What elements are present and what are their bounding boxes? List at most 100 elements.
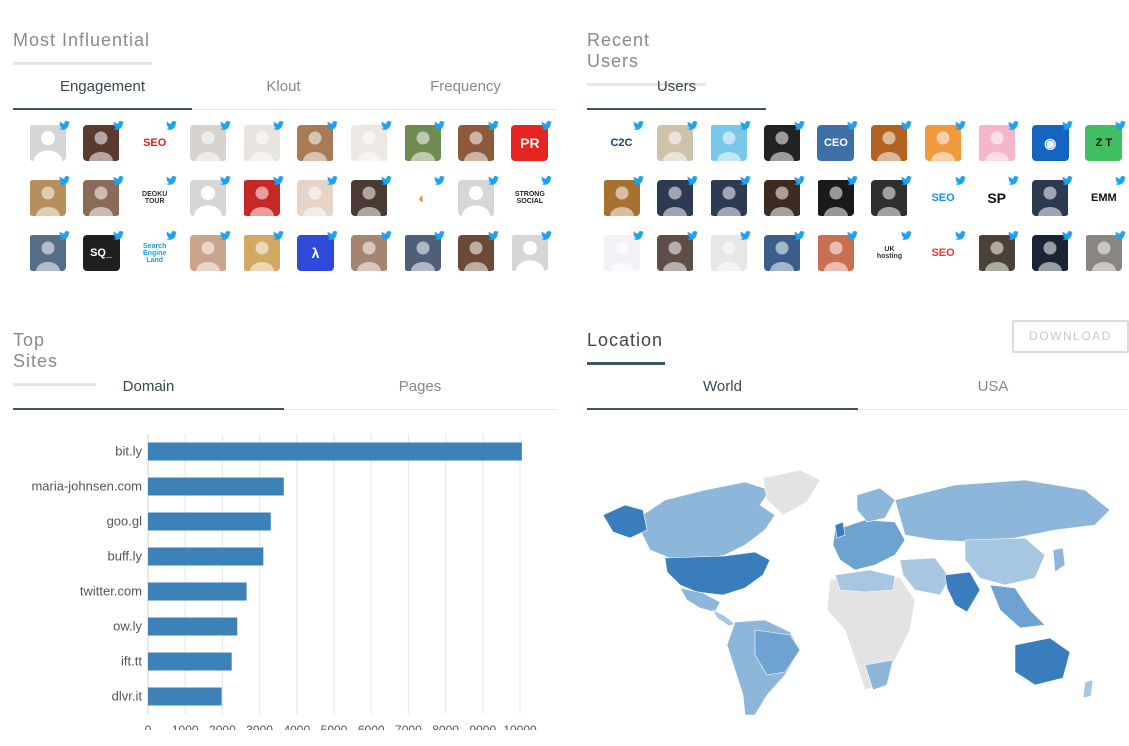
- avatar[interactable]: C2C: [603, 121, 644, 161]
- bar[interactable]: [148, 442, 522, 461]
- bar[interactable]: [148, 547, 264, 566]
- avatar[interactable]: [297, 176, 338, 216]
- avatar[interactable]: SQ_: [82, 231, 124, 271]
- map-region-scandinavia[interactable]: [856, 487, 896, 523]
- avatar[interactable]: λ: [296, 231, 338, 271]
- twitter-icon: [954, 176, 966, 185]
- avatar[interactable]: [190, 121, 231, 161]
- avatar[interactable]: [297, 121, 338, 161]
- avatar[interactable]: [1032, 176, 1073, 216]
- avatar[interactable]: SEO: [924, 176, 966, 216]
- avatar[interactable]: [243, 176, 285, 216]
- map-region-brazil[interactable]: [754, 629, 801, 676]
- map-region-usa[interactable]: [664, 551, 771, 596]
- avatar[interactable]: [1032, 231, 1073, 271]
- map-region-greenland[interactable]: [762, 469, 821, 516]
- avatar[interactable]: [458, 231, 499, 271]
- avatar[interactable]: [657, 121, 698, 161]
- bar[interactable]: [148, 477, 284, 496]
- avatar[interactable]: [764, 121, 805, 161]
- avatar[interactable]: [404, 231, 446, 271]
- map-region-china[interactable]: [964, 537, 1046, 586]
- avatar[interactable]: ◐: [404, 176, 446, 216]
- avatar[interactable]: [603, 231, 644, 271]
- map-region-japan[interactable]: [1052, 547, 1066, 573]
- avatar[interactable]: [978, 121, 1020, 161]
- map-region-uk[interactable]: [834, 521, 846, 539]
- avatar[interactable]: [351, 121, 392, 161]
- avatar[interactable]: [29, 231, 70, 271]
- map-region-alaska[interactable]: [602, 504, 648, 539]
- avatar[interactable]: [29, 121, 70, 161]
- default-avatar: [29, 125, 66, 161]
- map-region-russia[interactable]: [894, 479, 1111, 543]
- tab-frequency[interactable]: Frequency: [430, 78, 501, 95]
- avatar[interactable]: [603, 176, 644, 216]
- avatar[interactable]: [351, 176, 392, 216]
- avatar[interactable]: [871, 121, 912, 161]
- avatar[interactable]: [710, 176, 752, 216]
- avatar[interactable]: [1085, 231, 1127, 271]
- avatar[interactable]: CEO: [817, 121, 859, 161]
- bar[interactable]: [148, 617, 238, 636]
- tab-usa[interactable]: USA: [977, 378, 1009, 395]
- tab-domain[interactable]: Domain: [13, 374, 284, 410]
- avatar[interactable]: STRONG SOCIAL: [511, 176, 553, 216]
- tab-world[interactable]: World: [587, 374, 858, 410]
- avatar[interactable]: [190, 176, 231, 216]
- map-region-new-zealand[interactable]: [1082, 679, 1094, 699]
- avatar[interactable]: [925, 121, 966, 161]
- tab-users[interactable]: Users: [587, 74, 766, 110]
- avatar[interactable]: [243, 231, 285, 271]
- avatar[interactable]: [404, 121, 446, 161]
- map-region-south-africa[interactable]: [864, 659, 894, 691]
- avatar[interactable]: DEOKU TOUR: [136, 176, 178, 216]
- download-button[interactable]: DOWNLOAD: [1012, 320, 1129, 353]
- avatar[interactable]: [458, 176, 499, 216]
- avatar[interactable]: [817, 231, 859, 271]
- avatar[interactable]: [83, 121, 124, 161]
- tab-engagement[interactable]: Engagement: [13, 74, 192, 110]
- avatar[interactable]: [458, 121, 499, 161]
- avatar[interactable]: SEO: [136, 121, 178, 161]
- avatar[interactable]: [29, 176, 70, 216]
- avatar[interactable]: [817, 176, 859, 216]
- avatar[interactable]: EMM: [1085, 176, 1127, 216]
- avatar[interactable]: [657, 231, 698, 271]
- bar[interactable]: [148, 687, 222, 706]
- bar[interactable]: [148, 652, 232, 671]
- map-region-europe[interactable]: [832, 519, 906, 571]
- map-region-canada[interactable]: [634, 481, 776, 561]
- map-region-north-africa[interactable]: [834, 569, 896, 593]
- map-region-central-america[interactable]: [712, 609, 736, 627]
- avatar[interactable]: [243, 121, 285, 161]
- tab-pages[interactable]: Pages: [398, 378, 442, 395]
- avatar[interactable]: [871, 176, 912, 216]
- bar[interactable]: [148, 582, 247, 601]
- avatar[interactable]: [764, 231, 805, 271]
- map-region-australia[interactable]: [1014, 637, 1071, 686]
- map-region-india[interactable]: [944, 571, 981, 613]
- avatar[interactable]: Z T: [1085, 121, 1127, 161]
- tab-klout[interactable]: Klout: [266, 78, 301, 95]
- map-region-southeast-asia[interactable]: [989, 584, 1046, 629]
- avatar[interactable]: [83, 176, 124, 216]
- avatar[interactable]: [657, 176, 698, 216]
- avatar[interactable]: [351, 231, 392, 271]
- avatar[interactable]: [710, 121, 752, 161]
- world-map[interactable]: [595, 460, 1120, 730]
- avatar[interactable]: ◉: [1031, 121, 1073, 161]
- avatar[interactable]: [764, 176, 805, 216]
- avatar[interactable]: Search Engine Land: [136, 231, 178, 271]
- bar[interactable]: [148, 512, 271, 531]
- avatar[interactable]: [978, 231, 1020, 271]
- avatar[interactable]: [190, 231, 231, 271]
- document-logo: [603, 235, 640, 271]
- map-region-middle-east[interactable]: [899, 557, 951, 596]
- avatar[interactable]: [710, 231, 752, 271]
- avatar[interactable]: SP: [978, 176, 1020, 216]
- avatar[interactable]: [511, 231, 553, 271]
- avatar[interactable]: PR: [511, 121, 553, 161]
- avatar[interactable]: SEO: [924, 231, 966, 271]
- avatar[interactable]: UK hosting: [870, 231, 912, 271]
